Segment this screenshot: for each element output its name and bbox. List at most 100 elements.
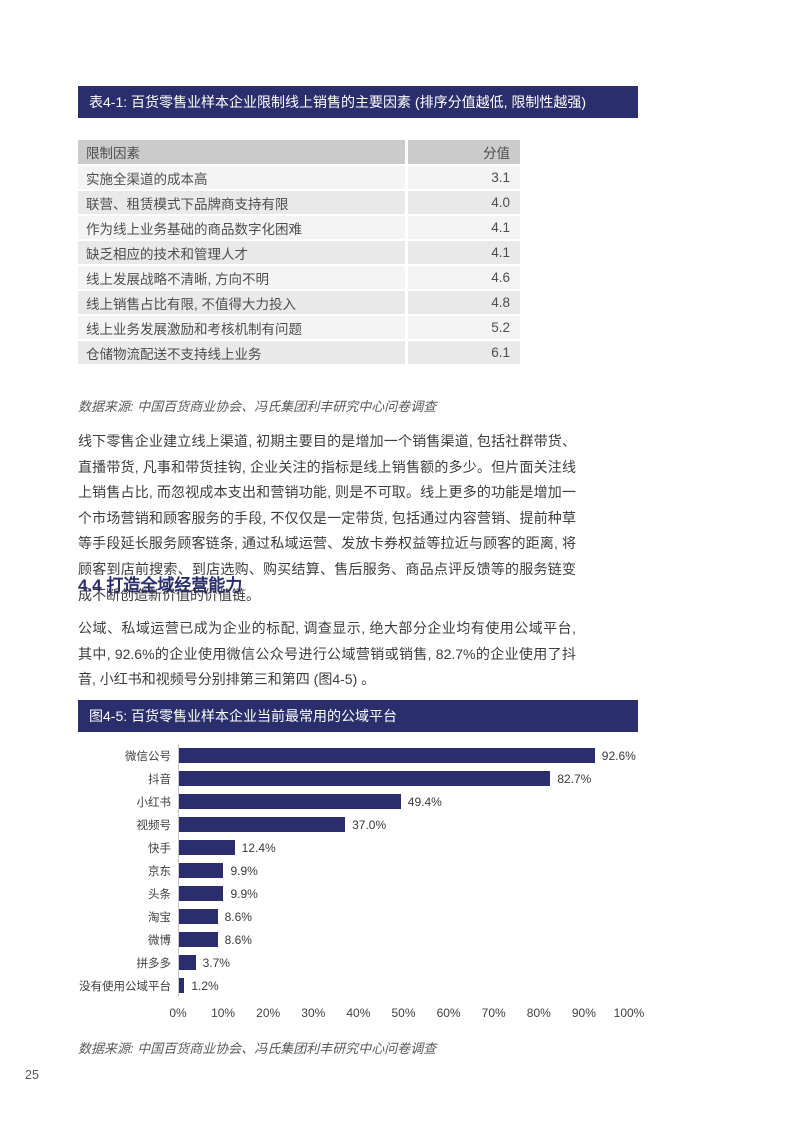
section-heading: 4.4 打造全域经营能力 [78, 576, 243, 595]
chart-row: 头条 9.9% [78, 882, 638, 905]
chart-value-label: 12.4% [241, 840, 276, 855]
factor-cell: 仓储物流配送不支持线上业务 [78, 340, 407, 365]
x-axis-tick: 50% [391, 1006, 416, 1020]
chart-value-label: 8.6% [224, 909, 252, 924]
factor-cell: 作为线上业务基础的商品数字化困难 [78, 215, 407, 240]
chart-bar [179, 863, 224, 878]
chart-bar-area: 9.9% [178, 882, 628, 905]
chart-bar [179, 955, 196, 970]
chart-category-label: 拼多多 [136, 957, 172, 970]
chart-bar-area: 3.7% [178, 951, 628, 974]
x-axis-tick: 100% [613, 1006, 645, 1020]
x-axis-tick: 0% [169, 1006, 187, 1020]
factor-table-body: 实施全渠道的成本高 3.1 联营、租赁模式下品牌商支持有限 4.0 作为线上业务基础的商… [78, 165, 520, 365]
chart-row: 快手 12.4% [78, 836, 638, 859]
chart-row: 京东 9.9% [78, 859, 638, 882]
chart-bar-area: 8.6% [178, 928, 628, 951]
chart-row: 小红书 49.4% [78, 790, 638, 813]
table-source-note: 数据来源: 中国百货商业协会、冯氏集团利丰研究中心问卷调查 [78, 399, 437, 414]
chart-bar-area: 82.7% [178, 767, 628, 790]
chart-row: 没有使用公域平台 1.2% [78, 974, 638, 997]
chart-bar [179, 909, 218, 924]
table-title-bar: 表4-1: 百货零售业样本企业限制线上销售的主要因素 (排序分值越低, 限制性越… [78, 86, 638, 118]
chart-category-label: 微博 [148, 934, 171, 947]
factor-table: 限制因素 分值 实施全渠道的成本高 3.1 联营、租赁模式下品牌商支持有限 4.0 作为… [78, 140, 520, 366]
x-axis-tick: 20% [256, 1006, 281, 1020]
chart-value-label: 9.9% [230, 863, 258, 878]
x-axis-tick: 70% [481, 1006, 506, 1020]
chart-value-label: 8.6% [224, 932, 252, 947]
chart-value-label: 82.7% [557, 771, 592, 786]
factor-table-header: 限制因素 分值 [78, 140, 520, 165]
chart-bar-area: 8.6% [178, 905, 628, 928]
chart-bar-area: 92.6% [178, 744, 636, 767]
factor-cell: 缺乏相应的技术和管理人才 [78, 240, 407, 265]
x-axis-tick: 30% [301, 1006, 326, 1020]
chart-row: 视频号 37.0% [78, 813, 638, 836]
chart-title-bar: 图4-5: 百货零售业样本企业当前最常用的公域平台 [78, 700, 638, 732]
table-row: 作为线上业务基础的商品数字化困难 4.1 [78, 215, 520, 240]
chart-category-label: 小红书 [136, 796, 172, 809]
chart-value-label: 9.9% [230, 886, 258, 901]
score-cell: 4.0 [404, 190, 520, 215]
table-header-row: 限制因素 分值 [78, 140, 520, 165]
x-axis-tick: 10% [211, 1006, 236, 1020]
factor-cell: 联营、租赁模式下品牌商支持有限 [78, 190, 407, 215]
score-cell: 5.2 [404, 315, 520, 340]
chart-bar [179, 840, 235, 855]
chart-bar [179, 978, 185, 993]
table-row: 联营、租赁模式下品牌商支持有限 4.0 [78, 190, 520, 215]
chart-row: 抖音 82.7% [78, 767, 638, 790]
chart-source-note: 数据来源: 中国百货商业协会、冯氏集团利丰研究中心问卷调查 [78, 1041, 437, 1056]
column-header-factor: 限制因素 [78, 140, 407, 165]
chart-row: 微信公号 92.6% [78, 744, 638, 767]
chart-value-label: 1.2% [191, 978, 219, 993]
body-paragraph-1: 线下零售企业建立线上渠道, 初期主要目的是增加一个销售渠道, 包括社群带货、直播… [78, 433, 576, 603]
x-axis-tick: 40% [346, 1006, 371, 1020]
chart-row: 拼多多 3.7% [78, 951, 638, 974]
chart-category-label: 视频号 [136, 819, 172, 832]
factor-cell: 线上业务发展激励和考核机制有问题 [78, 315, 407, 340]
chart-category-label: 微信公号 [125, 750, 171, 763]
chart-bar-area: 12.4% [178, 836, 628, 859]
chart-bar-area: 37.0% [178, 813, 628, 836]
factor-cell: 线上发展战略不清晰, 方向不明 [78, 265, 407, 290]
chart-bar [179, 748, 595, 763]
score-cell: 4.1 [404, 215, 520, 240]
chart-category-label: 没有使用公域平台 [79, 980, 171, 993]
chart-value-label: 49.4% [407, 794, 442, 809]
body-paragraph-2: 公域、私域运营已成为企业的标配, 调查显示, 绝大部分企业均有使用公域平台, 其… [78, 620, 576, 688]
chart-value-label: 3.7% [202, 955, 230, 970]
chart-x-axis: 0% 10% 20% 30% 40% 50% 60% 70% 80% 90% 100% [169, 1006, 644, 1022]
chart-bar-area: 9.9% [178, 859, 628, 882]
chart-bar-area: 1.2% [178, 974, 628, 997]
score-cell: 4.1 [404, 240, 520, 265]
table-row: 缺乏相应的技术和管理人才 4.1 [78, 240, 520, 265]
chart-value-label: 37.0% [352, 817, 387, 832]
factor-cell: 线上销售占比有限, 不值得大力投入 [78, 290, 407, 315]
chart-bar [179, 932, 218, 947]
x-axis-tick: 90% [571, 1006, 596, 1020]
chart-bar [179, 886, 224, 901]
table-row: 线上销售占比有限, 不值得大力投入 4.8 [78, 290, 520, 315]
score-cell: 4.6 [404, 265, 520, 290]
bar-chart: 微信公号 92.6% 抖音 82.7% 小红书 49.4% 视频号 37.0% 快手 12.4% 京… [78, 744, 644, 1022]
chart-value-label: 92.6% [601, 748, 636, 763]
score-cell: 6.1 [404, 340, 520, 365]
chart-row: 淘宝 8.6% [78, 905, 638, 928]
chart-bar-area: 49.4% [178, 790, 628, 813]
chart-category-label: 京东 [148, 865, 171, 878]
bar-chart-plot: 微信公号 92.6% 抖音 82.7% 小红书 49.4% 视频号 37.0% 快手 12.4% 京… [78, 744, 638, 997]
table-row: 实施全渠道的成本高 3.1 [78, 165, 520, 190]
chart-category-label: 快手 [148, 842, 171, 855]
chart-bar [179, 817, 346, 832]
table-row: 线上业务发展激励和考核机制有问题 5.2 [78, 315, 520, 340]
score-cell: 3.1 [404, 165, 520, 190]
chart-bar [179, 794, 401, 809]
factor-cell: 实施全渠道的成本高 [78, 165, 407, 190]
chart-category-label: 头条 [148, 888, 171, 901]
table-row: 仓储物流配送不支持线上业务 6.1 [78, 340, 520, 365]
score-cell: 4.8 [404, 290, 520, 315]
column-header-score: 分值 [404, 140, 520, 165]
